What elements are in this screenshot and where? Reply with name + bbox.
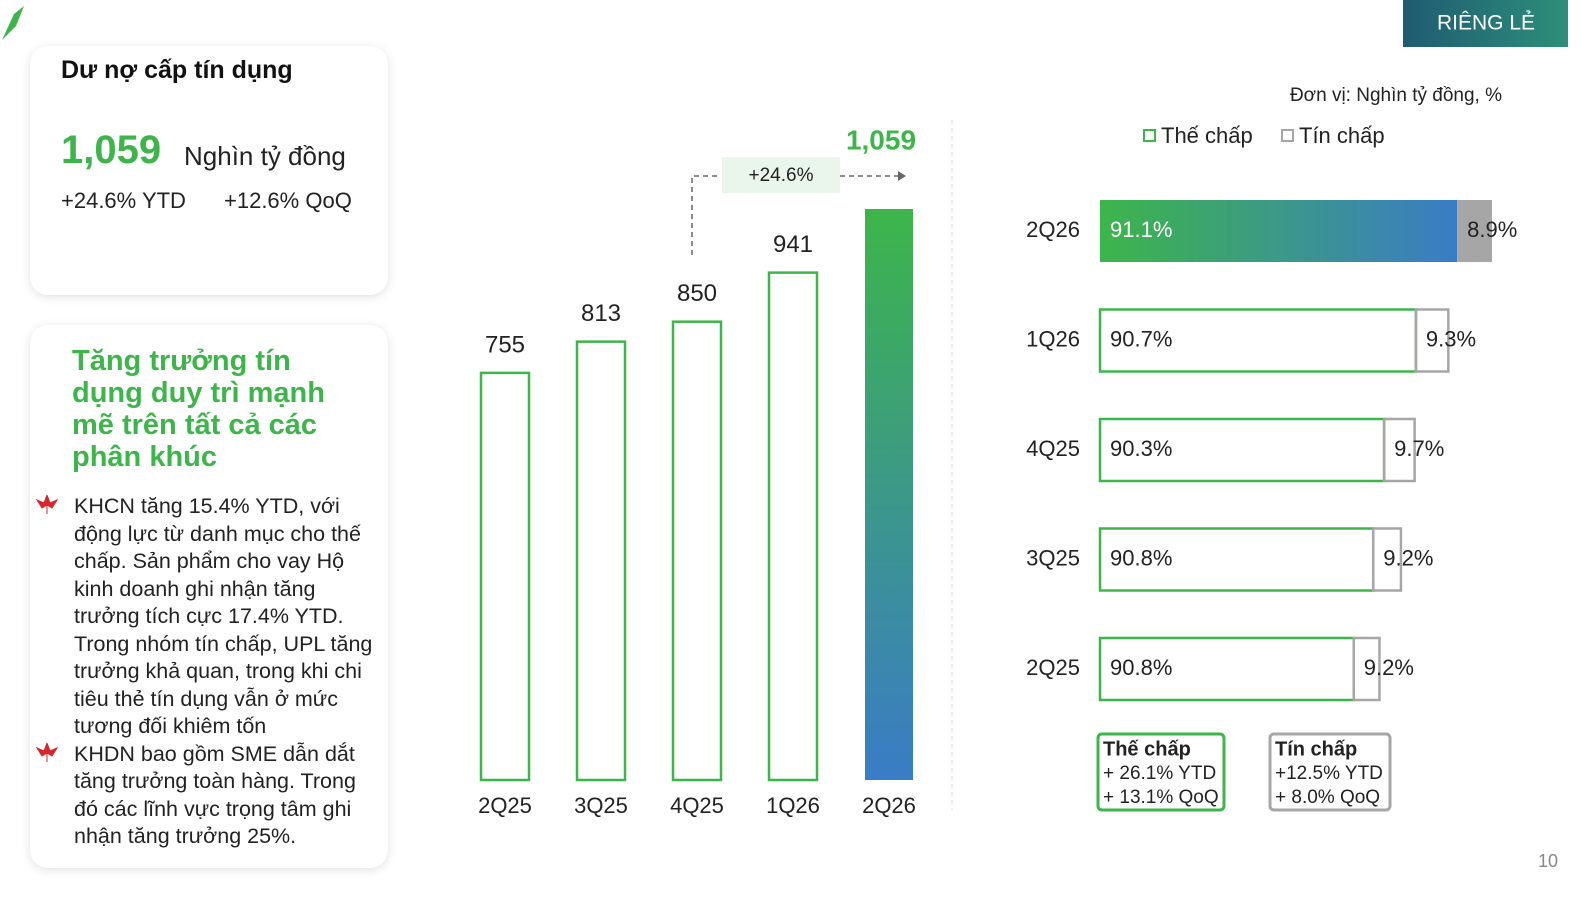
bar (865, 209, 913, 780)
bullet-text: KHDN bao gồm SME dẫn dắt tăng trưởng toà… (74, 741, 356, 849)
bullet-list: KHCN tăng 15.4% YTD, với động lực từ dan… (32, 493, 382, 851)
value-label: 90.7% (1110, 326, 1172, 351)
x-tick-label: 4Q25 (670, 793, 724, 818)
bar-segment (1457, 200, 1492, 262)
bar (575, 340, 627, 782)
summary-value: 1,059 (61, 128, 162, 172)
summary-qoq: +12.6% QoQ (224, 188, 352, 213)
note-title: Tín chấp (1275, 738, 1357, 760)
highlight-card: Tăng trưởng tín dụng duy trì mạnh mẽ trê… (30, 325, 388, 868)
charts: 755 2Q25 813 3Q25 850 4Q25 941 1Q26 1,059 2Q26 +24… (478, 85, 1517, 818)
note-line: + 26.1% YTD (1103, 763, 1216, 784)
value-label: 850 (677, 280, 717, 307)
legend-label: Tín chấp (1299, 123, 1385, 148)
value-label: 90.8% (1110, 655, 1172, 680)
summary-card: Dư nợ cấp tín dụng 1,059 Nghìn tỷ đồng +… (30, 46, 388, 295)
value-label: 941 (773, 231, 813, 258)
note-line: +12.5% YTD (1275, 763, 1383, 784)
note-line: + 13.1% QoQ (1103, 787, 1219, 808)
y-tick-label: 1Q26 (1026, 326, 1080, 351)
annotation-box (722, 157, 840, 193)
bar-segment (1372, 527, 1403, 592)
x-tick-label: 2Q26 (862, 793, 916, 818)
bullet-text: KHCN tăng 15.4% YTD, với động lực từ dan… (74, 494, 373, 738)
x-tick-label: 2Q25 (478, 793, 532, 818)
bullet: KHCN tăng 15.4% YTD, với động lực từ dan… (32, 493, 382, 741)
legend-swatch (1281, 129, 1294, 142)
bullet-icon (36, 742, 58, 762)
subtitle: Đơn vị: Nghìn tỷ đồng, % (1290, 85, 1502, 106)
note-box (1096, 732, 1226, 812)
y-tick-label: 3Q25 (1026, 545, 1080, 570)
value-label: 8.9% (1467, 217, 1517, 242)
y-tick-label: 4Q25 (1026, 436, 1080, 461)
legend-swatch (1143, 129, 1156, 142)
value-label: 1,059 (846, 124, 916, 155)
value-label: 90.8% (1110, 545, 1172, 570)
bar (767, 271, 819, 782)
bar-segment (1414, 308, 1450, 373)
bullet-icon (36, 495, 58, 514)
value-label: 9.7% (1394, 436, 1444, 461)
y-tick-label: 2Q25 (1026, 655, 1080, 680)
x-tick-label: 3Q25 (574, 793, 628, 818)
value-label: 91.1% (1110, 217, 1172, 242)
value-label: 813 (581, 300, 621, 327)
summary-unit: Nghìn tỷ đồng (184, 141, 346, 171)
badge (1403, 0, 1568, 47)
value-label: 9.2% (1383, 545, 1433, 570)
bar-segment (1100, 200, 1458, 262)
bar (671, 320, 723, 782)
bar-segment (1352, 636, 1381, 702)
bar (479, 371, 531, 782)
summary-title: Dư nợ cấp tín dụng (61, 56, 293, 84)
x-tick-label: 1Q26 (766, 793, 820, 818)
annotation: +24.6% (749, 165, 814, 186)
highlight-title: Tăng trưởng tín dụng duy trì mạnh mẽ trê… (72, 345, 325, 473)
logo (2, 6, 24, 40)
bullet: KHDN bao gồm SME dẫn dắt tăng trưởng toà… (32, 741, 382, 851)
badge-text: RIÊNG LẺ (1437, 12, 1535, 35)
annotation-arrow (898, 171, 906, 181)
value-label: 9.2% (1364, 655, 1414, 680)
summary-ytd: +24.6% YTD (61, 188, 186, 213)
value-label: 755 (485, 331, 525, 358)
value-label: 90.3% (1110, 436, 1172, 461)
legend-label: Thế chấp (1161, 123, 1253, 148)
page-number: 10 (1538, 851, 1558, 871)
note-box (1268, 732, 1392, 812)
annotation-line (691, 175, 898, 255)
y-tick-label: 2Q26 (1026, 217, 1080, 242)
note-line: + 8.0% QoQ (1275, 787, 1380, 808)
note-title: Thế chấp (1103, 738, 1191, 760)
bar-segment (1382, 417, 1416, 483)
value-label: 9.3% (1426, 326, 1476, 351)
